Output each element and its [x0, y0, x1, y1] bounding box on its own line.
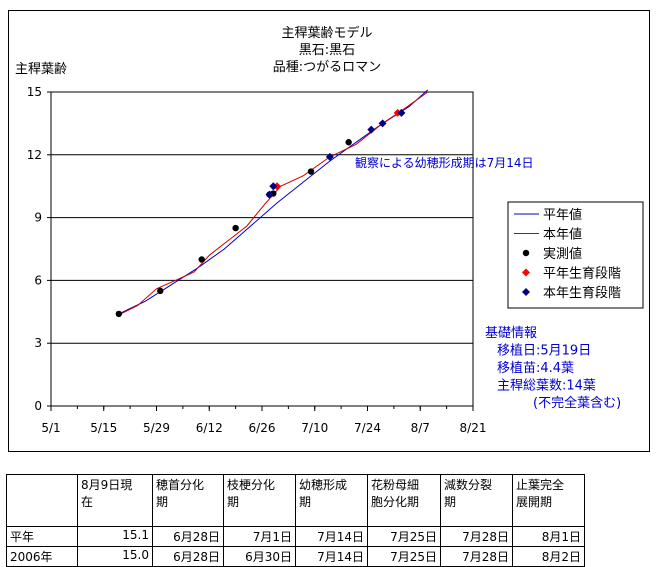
legend-label: 平年生育段階 [543, 266, 621, 282]
y-tick-label: 9 [34, 211, 42, 225]
table-cell: 7月1日 [223, 526, 296, 547]
header-cell: 花粉母細 胞分化期 [367, 474, 441, 527]
data-point [345, 139, 352, 146]
legend-swatch [522, 249, 530, 257]
table-cell: 7月14日 [295, 526, 368, 547]
data-point [378, 119, 387, 128]
y-tick-label: 12 [27, 148, 42, 162]
table-row: 平年 15.1 6月28日 7月1日 7月14日 7月25日 7月28日 8月1… [6, 526, 585, 547]
legend-swatch [522, 268, 530, 277]
growth-stage-table: 8月9日現在 穂首分化期 枝梗分化期 幼穂形成期 花粉母細 胞分化期 減数分裂期 … [6, 474, 585, 567]
legend-box [507, 201, 644, 309]
header-cell [6, 474, 78, 527]
table-cell: 6月28日 [152, 546, 224, 567]
x-tick-label: 7/24 [354, 421, 381, 435]
data-point [157, 287, 164, 295]
legend-swatch [522, 288, 530, 296]
row-label: 2006年 [6, 546, 78, 567]
table-cell: 7月14日 [295, 546, 368, 567]
leaf-age-chart: 0 3 6 9 12 15 5/1 5/15 5/29 6/12 6/26 7/10 7/24 8/7 8/… [15, 25, 644, 435]
table-header-row: 8月9日現在 穂首分化期 枝梗分化期 幼穂形成期 花粉母細 胞分化期 減数分裂期 … [6, 474, 585, 527]
table-cell: 6月28日 [152, 526, 224, 547]
y-tick-label: 0 [34, 399, 42, 413]
table-cell: 15.0 [77, 546, 153, 567]
header-cell: 枝梗分化期 [223, 474, 296, 527]
chart-frame: 0 3 6 9 12 15 5/1 5/15 5/29 6/12 6/26 7/10 7/24 8/7 8/… [8, 10, 650, 452]
x-tick-label: 6/26 [249, 421, 276, 435]
table-cell: 7月25日 [367, 546, 441, 567]
row-label: 平年 [6, 526, 78, 547]
chart-title-line: 黒石:黒石 [299, 43, 355, 58]
table-row: 2006年 15.0 6月28日 6月30日 7月14日 7月25日 7月28日… [6, 546, 585, 567]
header-cell: 減数分裂期 [440, 474, 513, 527]
info-text: 移植苗:4.4葉 [497, 361, 574, 376]
y-tick-label: 3 [34, 336, 42, 350]
annotation-text: 観察による幼穂形成期は7月14日 [355, 156, 534, 170]
x-tick-label: 5/1 [41, 421, 60, 435]
legend-label: 本年生育段階 [543, 285, 621, 301]
header-cell: 止葉完全 展開期 [512, 474, 585, 527]
data-point [265, 190, 274, 199]
table-cell: 8月1日 [512, 526, 585, 547]
header-cell: 8月9日現在 [77, 474, 153, 527]
y-tick-label: 6 [34, 273, 42, 287]
data-point [325, 152, 334, 161]
plot-area [50, 91, 474, 407]
table-cell: 8月2日 [512, 546, 585, 567]
table-cell: 6月30日 [223, 546, 296, 567]
info-text: 主稈総葉数:14葉 [497, 379, 596, 394]
table-cell: 7月28日 [440, 526, 513, 547]
x-tick-label: 5/29 [143, 421, 170, 435]
legend-label: 本年値 [543, 227, 582, 243]
growth-stage-table-wrap: 8月9日現在 穂首分化期 枝梗分化期 幼穂形成期 花粉母細 胞分化期 減数分裂期 … [6, 474, 585, 567]
data-point [232, 224, 239, 232]
x-tick-label: 8/7 [411, 421, 430, 435]
chart-title-line: 主稈葉齢モデル [281, 25, 372, 41]
data-point [269, 182, 278, 191]
x-tick-label: 7/10 [301, 421, 328, 435]
table-cell: 7月28日 [440, 546, 513, 567]
x-tick-label: 8/21 [460, 421, 487, 435]
data-point [115, 310, 123, 318]
y-tick-label: 15 [27, 85, 42, 99]
data-point [367, 125, 376, 134]
table-cell: 15.1 [77, 526, 153, 547]
data-point [307, 168, 315, 175]
info-text: 基礎情報 [485, 326, 537, 341]
y-axis-label: 主稈葉齢 [15, 62, 67, 77]
table-cell: 7月25日 [367, 526, 441, 547]
legend-label: 平年値 [543, 207, 582, 223]
chart-title-line: 品種:つがるロマン [273, 59, 381, 75]
legend-label: 実測値 [543, 246, 582, 262]
header-cell: 穂首分化期 [152, 474, 224, 527]
info-text: (不完全葉含む) [533, 395, 621, 411]
info-text: 移植日:5月19日 [497, 344, 591, 359]
series-line [118, 91, 429, 316]
data-point [198, 256, 205, 263]
x-tick-label: 5/15 [90, 421, 117, 435]
header-cell: 幼穂形成期 [295, 474, 368, 527]
data-point [397, 108, 406, 117]
x-tick-label: 6/12 [196, 421, 223, 435]
